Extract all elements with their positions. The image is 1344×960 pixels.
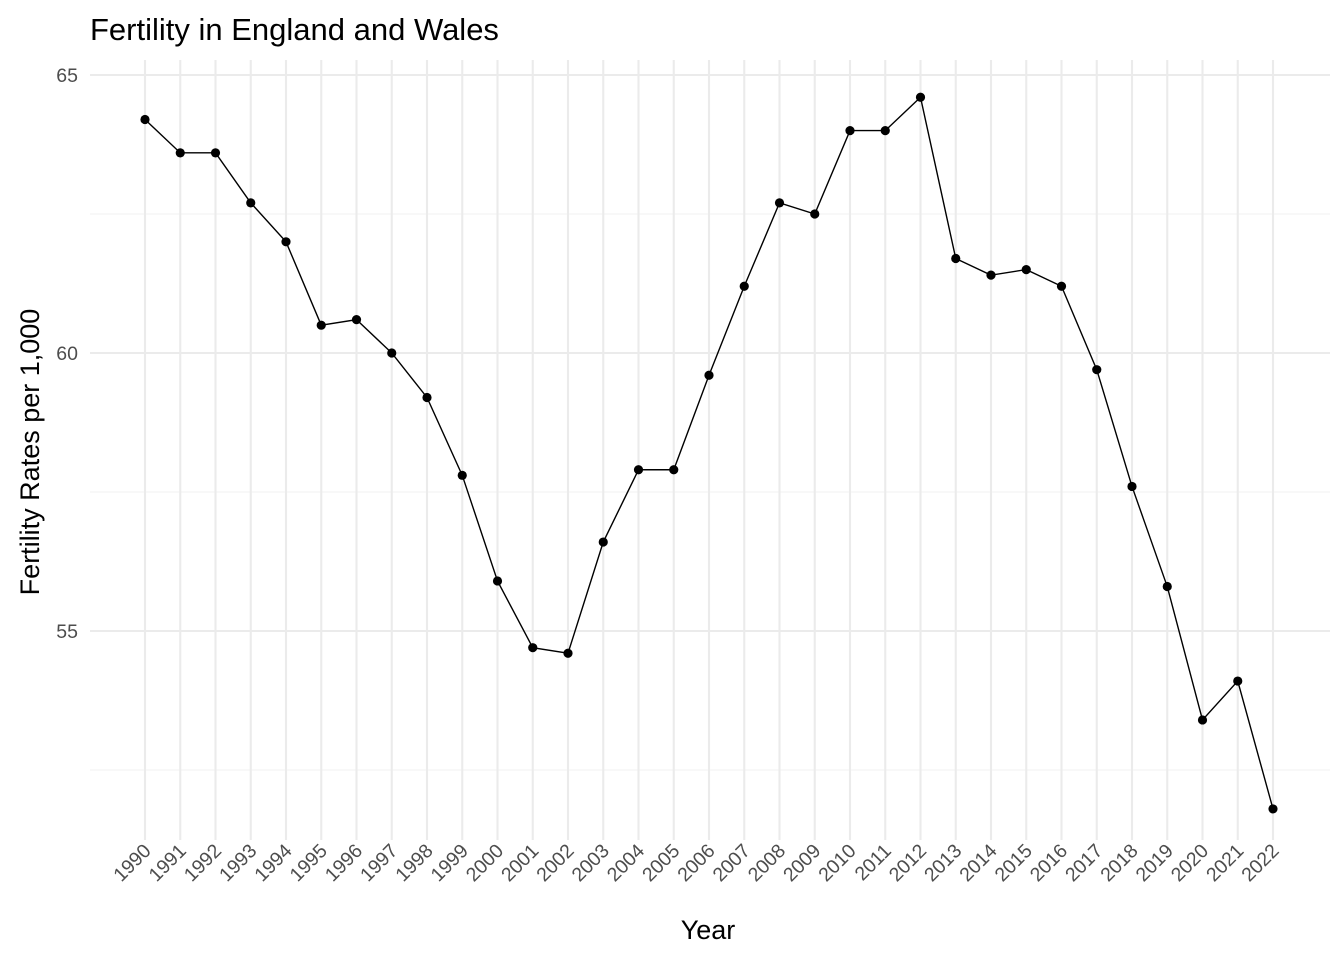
data-point <box>704 370 714 380</box>
data-point <box>598 537 608 547</box>
x-tick-label: 2017 <box>1061 840 1107 886</box>
x-tick-label: 1990 <box>109 840 155 886</box>
x-tick-label: 2016 <box>1026 840 1072 886</box>
y-axis-title: Fertility Rates per 1,000 <box>15 309 45 596</box>
x-tick-label: 1993 <box>215 840 261 886</box>
x-tick-label: 2013 <box>920 840 966 886</box>
x-tick-label: 2004 <box>603 840 649 886</box>
data-point <box>387 348 397 358</box>
data-point <box>633 465 644 475</box>
x-tick-label: 1991 <box>145 840 191 886</box>
data-point <box>457 470 467 480</box>
data-point <box>246 198 256 208</box>
data-point <box>986 270 996 280</box>
x-tick-label: 2021 <box>1202 840 1248 886</box>
x-tick-label: 2009 <box>779 840 825 886</box>
data-point <box>1268 804 1278 814</box>
x-axis-ticks: 1990199119921993199419951996199719981999… <box>109 840 1283 886</box>
data-point <box>175 148 185 158</box>
x-tick-label: 2000 <box>462 840 508 886</box>
x-tick-label: 2005 <box>638 840 684 886</box>
x-tick-label: 1996 <box>321 840 367 886</box>
data-point <box>951 253 961 264</box>
y-tick-label: 60 <box>56 343 78 365</box>
x-tick-label: 2012 <box>885 840 931 886</box>
x-tick-label: 2006 <box>673 840 719 886</box>
x-axis-title: Year <box>681 915 736 945</box>
data-point <box>1127 481 1137 492</box>
x-tick-label: 2019 <box>1132 840 1178 886</box>
x-tick-label: 2010 <box>814 840 860 886</box>
x-tick-label: 2007 <box>709 840 755 886</box>
data-point <box>140 114 150 125</box>
data-point <box>422 392 432 403</box>
data-point <box>1162 581 1172 592</box>
data-point <box>1056 281 1067 291</box>
x-tick-label: 2018 <box>1096 840 1142 886</box>
data-point <box>774 198 785 208</box>
data-point <box>1233 676 1243 686</box>
data-point <box>810 209 820 219</box>
data-point <box>669 465 679 475</box>
x-tick-label: 2001 <box>497 840 543 886</box>
data-point <box>528 643 538 653</box>
x-tick-label: 1998 <box>391 840 437 886</box>
data-point <box>845 126 855 136</box>
x-tick-label: 2003 <box>568 840 614 886</box>
data-point <box>210 148 221 158</box>
x-tick-label: 1999 <box>427 840 473 886</box>
x-tick-label: 1995 <box>286 840 332 886</box>
data-point <box>1021 265 1031 275</box>
chart-title: Fertility in England and Wales <box>90 12 499 47</box>
x-tick-label: 2002 <box>532 840 578 886</box>
data-point <box>492 576 503 586</box>
data-point <box>1197 715 1208 725</box>
data-point <box>281 237 291 247</box>
data-points <box>140 92 1278 814</box>
x-tick-label: 2011 <box>851 840 896 885</box>
data-point <box>915 92 926 102</box>
x-tick-label: 2008 <box>744 840 790 886</box>
x-tick-label: 2022 <box>1237 840 1283 886</box>
gridlines <box>90 60 1330 840</box>
y-axis-ticks: 55 60 65 <box>56 65 78 643</box>
x-tick-label: 1992 <box>180 840 226 886</box>
data-point <box>351 315 362 325</box>
x-tick-label: 2020 <box>1167 840 1213 886</box>
data-point <box>563 648 573 658</box>
data-point <box>1092 365 1102 375</box>
y-tick-label: 65 <box>56 65 78 87</box>
x-tick-label: 2015 <box>991 840 1037 886</box>
x-tick-label: 1997 <box>356 840 402 886</box>
data-point <box>316 320 326 330</box>
data-point <box>739 281 749 291</box>
y-tick-label: 55 <box>56 621 78 643</box>
x-tick-label: 2014 <box>955 840 1001 886</box>
data-point <box>880 126 890 136</box>
x-tick-label: 1994 <box>250 840 296 886</box>
